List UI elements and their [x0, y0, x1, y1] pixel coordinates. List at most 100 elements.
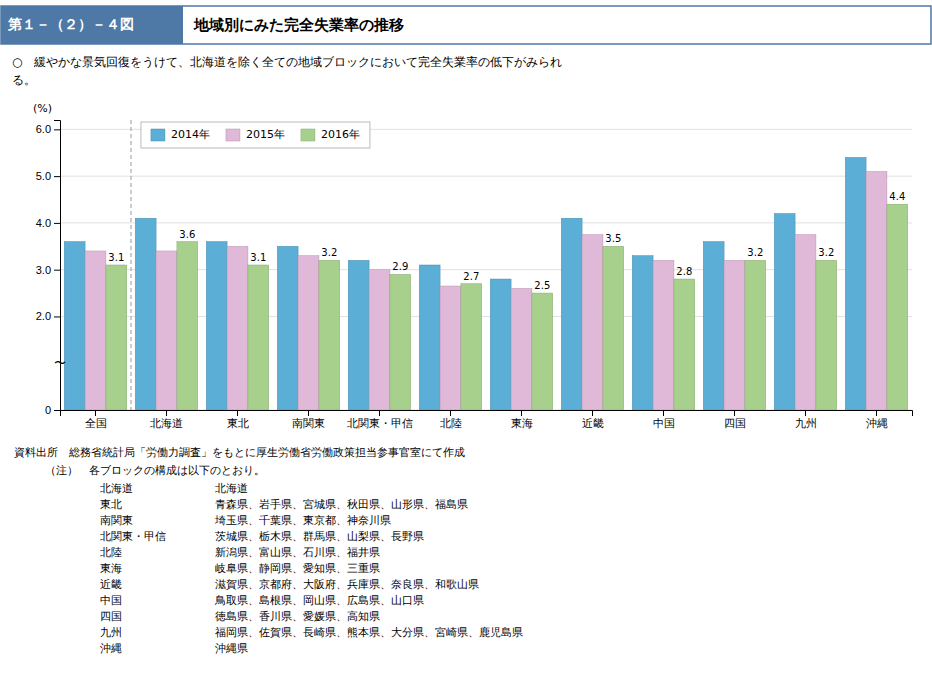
x-tick: 中国: [653, 410, 675, 429]
tick-label: 3.0: [36, 264, 51, 276]
bar: [277, 246, 298, 410]
legend-item: 2015年: [226, 128, 285, 141]
chart: 第１－（２）－４図地域別にみた完全失業率の推移 ○ 緩やかな景気回復をうけて、北海…: [0, 0, 932, 696]
legend-swatch: [151, 129, 165, 141]
tick-label: 東北: [227, 417, 249, 429]
bar: [511, 288, 532, 410]
data-labels: 3.13.63.13.22.92.72.53.52.83.23.24.4: [108, 191, 905, 291]
axis-line: [61, 411, 913, 417]
tick-label: 0: [45, 404, 51, 416]
data-label: 3.1: [108, 252, 124, 263]
bar: [561, 218, 582, 410]
x-tick: 北海道: [150, 410, 183, 429]
bar-series: [85, 171, 887, 410]
x-tick: 近畿: [582, 410, 604, 429]
bar: [490, 279, 511, 410]
bar: [298, 256, 319, 410]
bar: [135, 218, 156, 410]
data-label: 3.1: [250, 252, 266, 263]
subtitle: ○ 緩やかな景気回復をうけて、北海道を除く全ての地域ブロックにおいて完全失業率の…: [12, 55, 562, 87]
bar: [248, 265, 269, 410]
bar: [774, 214, 795, 410]
data-label: 3.2: [747, 247, 763, 258]
bar: [390, 274, 411, 410]
note-prefectures: 鳥取県、島根県、岡山県、広島県、山口県: [214, 594, 424, 607]
bar: [845, 157, 866, 410]
data-label: 2.8: [676, 266, 692, 277]
x-tick: 東北: [227, 410, 249, 429]
bar: [816, 260, 837, 410]
tick-mark: [54, 270, 60, 271]
note-block: 北海道: [100, 482, 133, 495]
bar: [227, 246, 248, 410]
note-prefectures: 滋賀県、京都府、大阪府、兵庫県、奈良県、和歌山県: [215, 578, 479, 591]
note-prefectures: 茨城県、栃木県、群馬県、山梨県、長野県: [215, 530, 424, 543]
data-label: 2.7: [463, 271, 479, 282]
tick-mark: [54, 410, 60, 411]
tick-mark: [521, 410, 522, 416]
separator: [131, 120, 132, 410]
bar: [206, 242, 227, 410]
note-block: 沖縄: [100, 642, 122, 655]
bar: [85, 251, 106, 410]
note-prefectures: 新潟県、富山県、石川県、福井県: [215, 546, 380, 559]
data-label: 3.2: [321, 247, 337, 258]
tick-label: 沖縄: [866, 417, 888, 429]
bar: [64, 242, 85, 410]
note-block: 東北: [100, 498, 122, 511]
tick-label: 4.0: [36, 217, 51, 229]
note-block: 東海: [100, 562, 122, 575]
note-block: 北関東・甲信: [100, 530, 166, 543]
bar-series: [64, 157, 866, 410]
data-label: 2.5: [534, 280, 550, 291]
y-tick: 2.0: [36, 310, 60, 322]
tick-label: 2.0: [36, 310, 51, 322]
legend-frame: [141, 122, 370, 148]
bar: [177, 242, 198, 410]
tick-label: 5.0: [36, 170, 51, 182]
legend-item: 2016年: [301, 128, 360, 141]
x-tick: 南関東: [292, 410, 325, 429]
legend-swatch: [301, 129, 315, 141]
x-axis: 全国北海道東北南関東北関東・甲信北陸東海近畿中国四国九州沖縄: [61, 410, 913, 429]
note-prefectures: 福岡県、佐賀県、長崎県、熊本県、大分県、宮崎県、鹿児島県: [215, 626, 523, 639]
data-label: 3.5: [605, 233, 621, 244]
note-block: 中国: [100, 594, 122, 607]
tick-mark: [734, 410, 735, 416]
bar: [632, 256, 653, 410]
footer: 資料出所 総務省統計局「労働力調査」をもとに厚生労働省労働政策担当参事官室にて作…: [14, 446, 523, 655]
tick-mark: [54, 223, 60, 224]
legend-item: 2014年: [151, 128, 210, 141]
tick-mark: [450, 410, 451, 416]
note-prefectures: 徳島県、香川県、愛媛県、高知県: [215, 610, 380, 623]
bars: [64, 120, 907, 410]
y-axis: 0 2.0 3.0 4.0 5.0 6.0: [36, 121, 61, 417]
bar: [724, 260, 745, 410]
tick-mark: [308, 410, 309, 416]
bar: [106, 265, 127, 410]
header: 第１－（２）－４図地域別にみた完全失業率の推移: [1, 6, 931, 44]
header-box: [1, 6, 183, 44]
title: 地域別にみた完全失業率の推移: [193, 16, 404, 34]
tick-label: 北海道: [150, 417, 183, 429]
bar: [866, 171, 887, 410]
bar-series: [106, 204, 908, 410]
note-prefectures: 岐阜県、静岡県、愛知県、三重県: [215, 562, 380, 575]
note-block: 北陸: [100, 546, 122, 559]
grid: [60, 129, 912, 410]
tick-mark: [237, 410, 238, 416]
grid-line: [60, 176, 912, 177]
tick-label: 南関東: [292, 417, 325, 429]
tick-mark: [166, 410, 167, 416]
bar: [674, 279, 695, 410]
bar: [440, 286, 461, 410]
tick-label: 近畿: [582, 417, 604, 429]
source: 資料出所 総務省統計局「労働力調査」をもとに厚生労働省労働政策担当参事官室にて作…: [14, 446, 465, 459]
legend-swatch: [226, 129, 240, 141]
tick-label: 6.0: [36, 123, 51, 135]
data-label: 2.9: [392, 261, 408, 272]
y-tick: 0: [45, 404, 60, 416]
header-frame: [1, 6, 931, 44]
note-block: 南関東: [100, 514, 133, 527]
legend-label: 2015年: [246, 128, 285, 141]
